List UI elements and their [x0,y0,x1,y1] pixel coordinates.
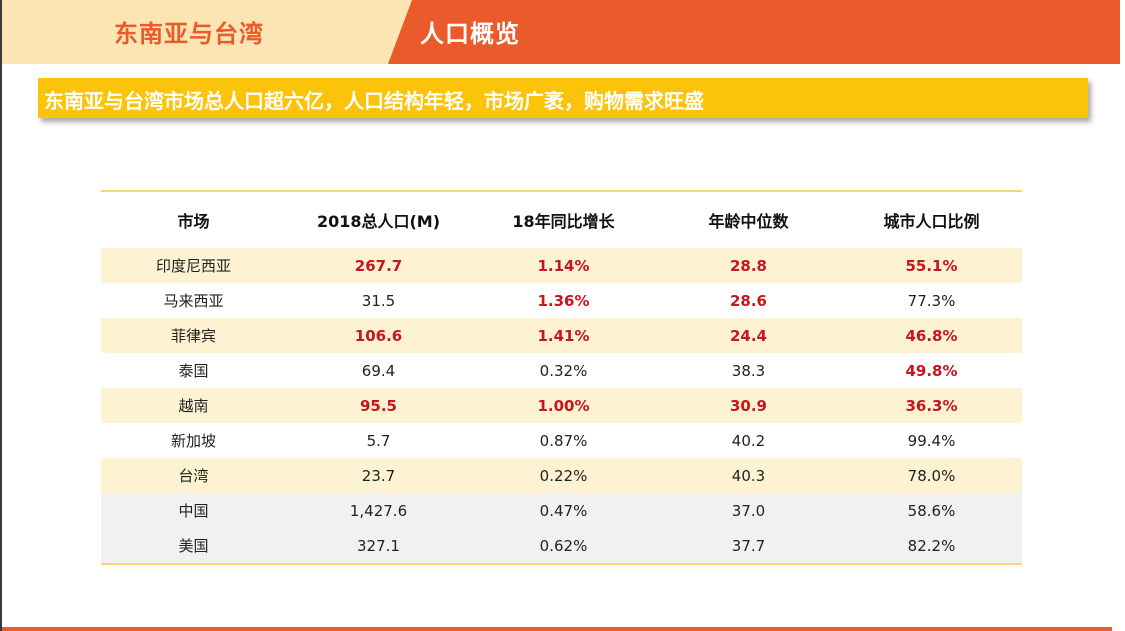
cell-market: 泰国 [178,362,209,380]
table-body: 印度尼西亚 267.7 1.14% 28.8 55.1% 马来西亚 31.5 1… [101,248,1022,563]
cell-population: 5.7 [366,431,391,450]
column-header-growth: 18年同比增长 [512,212,615,231]
cell-population: 31.5 [361,291,396,310]
table-row: 印度尼西亚 267.7 1.14% 28.8 55.1% [101,248,1022,283]
cell-market: 中国 [101,493,286,528]
cell-urban-ratio: 49.8% [905,361,958,380]
column-header-median-age: 年龄中位数 [708,212,789,231]
cell-population: 267.7 [286,248,471,283]
cell-population: 1,427.6 [286,493,471,528]
cell-median-age: 37.7 [656,528,841,563]
footer-accent-line [2,627,1112,631]
table-row: 马来西亚 31.5 1.36% 28.6 77.3% [101,283,1022,318]
slide-header: 东南亚与台湾 人口概览 [2,0,1120,64]
table-row: 台湾 23.7 0.22% 40.3 78.0% [101,458,1022,493]
table-row: 中国 1,427.6 0.47% 37.0 58.6% [101,493,1022,528]
cell-urban-ratio: 46.8% [841,318,1022,353]
section-title: 人口概览 [420,20,520,48]
cell-market: 菲律宾 [101,318,286,353]
cell-growth: 0.47% [471,493,656,528]
table-row: 菲律宾 106.6 1.41% 24.4 46.8% [101,318,1022,353]
cell-population: 106.6 [286,318,471,353]
cell-median-age: 28.8 [656,248,841,283]
cell-urban-ratio: 58.6% [841,493,1022,528]
population-table-container: 市场 2018总人口(M) 18年同比增长 年龄中位数 城市人口比例 印度尼西亚… [101,190,1022,565]
subtitle-text: 东南亚与台湾市场总人口超六亿，人口结构年轻，市场广袤，购物需求旺盛 [44,89,704,113]
cell-growth: 0.32% [539,361,588,380]
cell-growth: 1.36% [537,291,590,310]
cell-growth: 0.22% [471,458,656,493]
cell-median-age: 24.4 [656,318,841,353]
cell-urban-ratio: 99.4% [907,431,956,450]
cell-urban-ratio: 82.2% [841,528,1022,563]
subtitle-banner: 东南亚与台湾市场总人口超六亿，人口结构年轻，市场广袤，购物需求旺盛 [38,78,1088,118]
column-header-population: 2018总人口(M) [316,212,441,231]
cell-market: 台湾 [101,458,286,493]
cell-urban-ratio: 55.1% [841,248,1022,283]
cell-growth: 0.62% [471,528,656,563]
cell-growth: 1.41% [471,318,656,353]
cell-market: 新加坡 [170,432,216,450]
cell-market: 美国 [101,528,286,563]
table-row: 越南 95.5 1.00% 30.9 36.3% [101,388,1022,423]
cell-median-age: 38.3 [731,361,766,380]
cell-population: 327.1 [286,528,471,563]
cell-urban-ratio: 77.3% [907,291,956,310]
column-header-market: 市场 [177,212,210,231]
cell-median-age: 40.3 [656,458,841,493]
cell-market: 越南 [101,388,286,423]
table-row: 泰国 69.4 0.32% 38.3 49.8% [101,353,1022,388]
population-table: 市场 2018总人口(M) 18年同比增长 年龄中位数 城市人口比例 印度尼西亚… [101,192,1022,563]
cell-urban-ratio: 36.3% [841,388,1022,423]
cell-growth: 0.87% [539,431,588,450]
cell-growth: 1.14% [471,248,656,283]
cell-median-age: 30.9 [656,388,841,423]
cell-growth: 1.00% [471,388,656,423]
column-header-urban-ratio: 城市人口比例 [883,212,980,231]
left-frame-edge [0,0,2,631]
table-header-row: 市场 2018总人口(M) 18年同比增长 年龄中位数 城市人口比例 [101,192,1022,248]
table-row: 新加坡 5.7 0.87% 40.2 99.4% [101,423,1022,458]
cell-market: 印度尼西亚 [101,248,286,283]
cell-urban-ratio: 78.0% [841,458,1022,493]
cell-population: 23.7 [286,458,471,493]
cell-population: 69.4 [361,361,396,380]
cell-market: 马来西亚 [163,292,224,310]
header-region-tab [2,0,412,64]
region-label: 东南亚与台湾 [114,20,264,48]
table-row: 美国 327.1 0.62% 37.7 82.2% [101,528,1022,563]
cell-median-age: 28.6 [729,291,767,310]
cell-median-age: 40.2 [731,431,766,450]
cell-median-age: 37.0 [656,493,841,528]
cell-population: 95.5 [286,388,471,423]
